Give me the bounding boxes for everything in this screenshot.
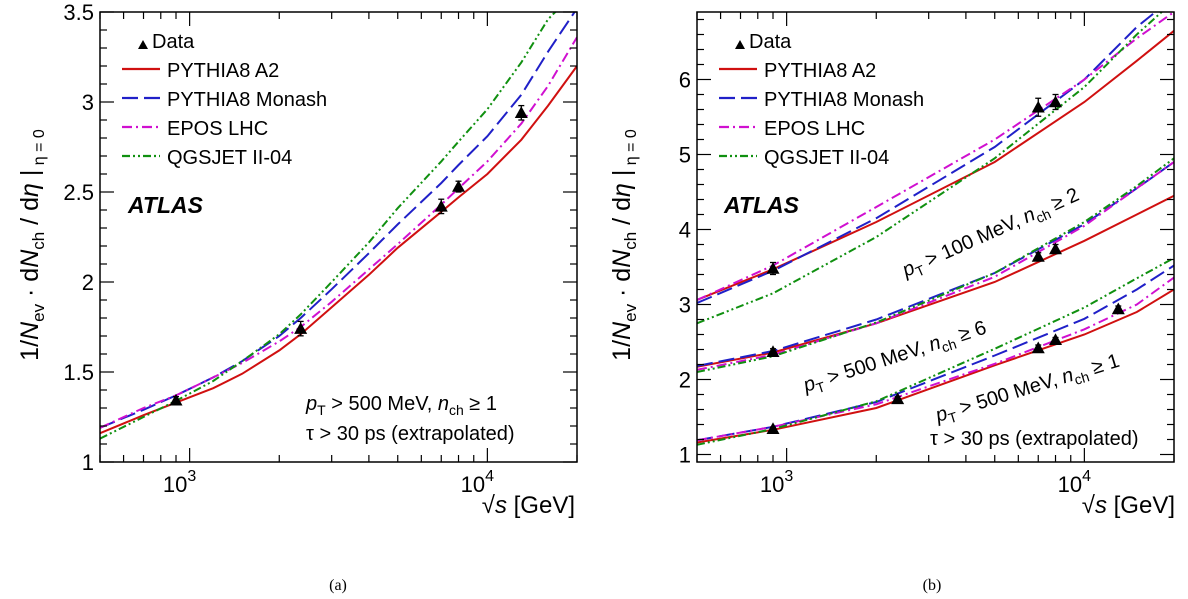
panel-b-lifetime-label: τ > 30 ps (extrapolated) [930,428,1139,450]
panel-b-axes: 103 104 1 2 3 4 5 6 [679,12,1175,497]
panel-b-xtick-label: 104 [1058,468,1091,497]
panel-a-legend-data-marker [138,40,148,49]
panel-a-data-point [434,199,448,212]
panel-b-set1-data-point [1049,242,1063,255]
caption-a: (a) [329,577,347,594]
panel-b-set2-curve-epos-lhc [697,276,1174,442]
panel-a-data-points [169,104,528,406]
panel-b-legend-label: PYTHIA8 A2 [764,60,876,82]
panel-b-set-label-100mev: pT > 100 MeV, nch ≥ 2 [898,184,1084,285]
panel-b-legend-label: QGSJET II-04 [764,147,889,169]
panel-a-curve-qgsjet-ii-04 [100,12,557,440]
panel-a-data-point [514,106,528,118]
panel-a-data-point [452,180,466,192]
panel-a-xtick-label: 104 [461,468,494,497]
panel-b-legend-label: PYTHIA8 Monash [764,89,924,111]
panel-a-legend-label: QGSJET II-04 [167,147,292,169]
panel-a-curve-epos-lhc [100,36,577,429]
panel-a-data-point [169,393,183,406]
panel-b-ytick-label: 6 [679,68,691,93]
panel-b-set0-curve-qgsjet-ii-04 [697,12,1164,325]
panel-b-set1-curve-epos-lhc [697,161,1174,371]
panel-a-ytick-label: 3 [82,90,94,115]
panel-b-ytick-label: 4 [679,218,691,243]
panel-b-set2-data-point [891,392,905,405]
panel-a-frame [99,11,578,463]
panel-b-legend-data-marker [735,40,745,49]
panel-a-atlas-label: ATLAS [127,192,204,218]
panel-a-ytick-label: 2 [82,270,94,295]
panel-b-ytick-label: 3 [679,293,691,318]
panel-a-legend-label: PYTHIA8 A2 [167,60,279,82]
panel-a-legend-label: Data [152,31,195,53]
panel-b-set2-data-point [1111,302,1125,315]
panel-a-xlabel: √s [GeV] [482,492,575,519]
panel-b-set0-data-point [1049,95,1063,108]
panel-a-xtick-label: 103 [163,468,196,497]
panel-b-ytick-label: 5 [679,143,691,168]
panel-a-legend-label: PYTHIA8 Monash [167,89,327,111]
panel-b-ylabel: 1/Nev · dNch / dη | η = 0 [608,129,640,361]
panel-a: 103 104 1 1.5 2 2.5 3 3.5 1/Nev · dNch / dη | η… [16,0,578,519]
panel-a-curve-pythia8-a2 [100,65,577,435]
panel-b-set0-curve-pythia8-monash [697,12,1157,304]
panel-b-set1-data-point [766,345,780,357]
panel-a-ytick-label: 1.5 [63,360,94,385]
panel-b-set2-data-point [1031,341,1045,354]
panel-b-frame [696,11,1175,463]
panel-b-ytick-label: 2 [679,368,691,393]
panel-b-atlas-label: ATLAS [723,192,800,218]
panel-a-ytick-label: 2.5 [63,180,94,205]
panel-b-set2-data-point [1049,333,1063,345]
panel-a-data-point [294,322,308,334]
panel-a-ytick-label: 3.5 [63,0,94,25]
panel-a-curves [100,12,577,440]
panel-a-axes: 103 104 1 1.5 2 2.5 3 3.5 [63,0,578,497]
panel-b-set2-data-point [766,422,780,434]
panel-b-ytick-label: 1 [679,443,691,468]
panel-a-ytick-label: 1 [82,450,94,475]
panel-b-set0-data-point [766,262,780,274]
panel-b: 103 104 1 2 3 4 5 6 1/Nev · dNch / dη | η = 0 √… [608,11,1175,519]
panel-a-legend: Data PYTHIA8 A2 PYTHIA8 Monash EPOS LHC QGSJ… [122,31,327,169]
panel-b-xtick-label: 103 [760,468,793,497]
panel-b-set0-data-point [1031,100,1045,113]
panel-b-legend: Data PYTHIA8 A2 PYTHIA8 Monash EPOS LHC QGSJ… [719,31,924,169]
panel-b-legend-label: EPOS LHC [764,118,865,140]
panel-a-selection-label: pT > 500 MeV, nch ≥ 1 [305,393,497,418]
panel-a-ylabel: 1/Nev · dNch / dη | η = 0 [16,129,48,361]
caption-b: (b) [923,577,942,594]
panel-b-set-label-500mev-n6: pT > 500 MeV, nch ≥ 6 [800,317,990,400]
panel-b-set1-data-point [1031,250,1045,262]
panel-a-legend-label: EPOS LHC [167,118,268,140]
panel-b-set-label-500mev-n1: pT > 500 MeV, nch ≥ 1 [932,350,1123,430]
panel-b-legend-label: Data [749,31,792,53]
panel-a-lifetime-label: τ > 30 ps (extrapolated) [306,423,515,445]
panel-b-xlabel: √s [GeV] [1082,492,1175,519]
panel-b-data-points [766,93,1125,434]
